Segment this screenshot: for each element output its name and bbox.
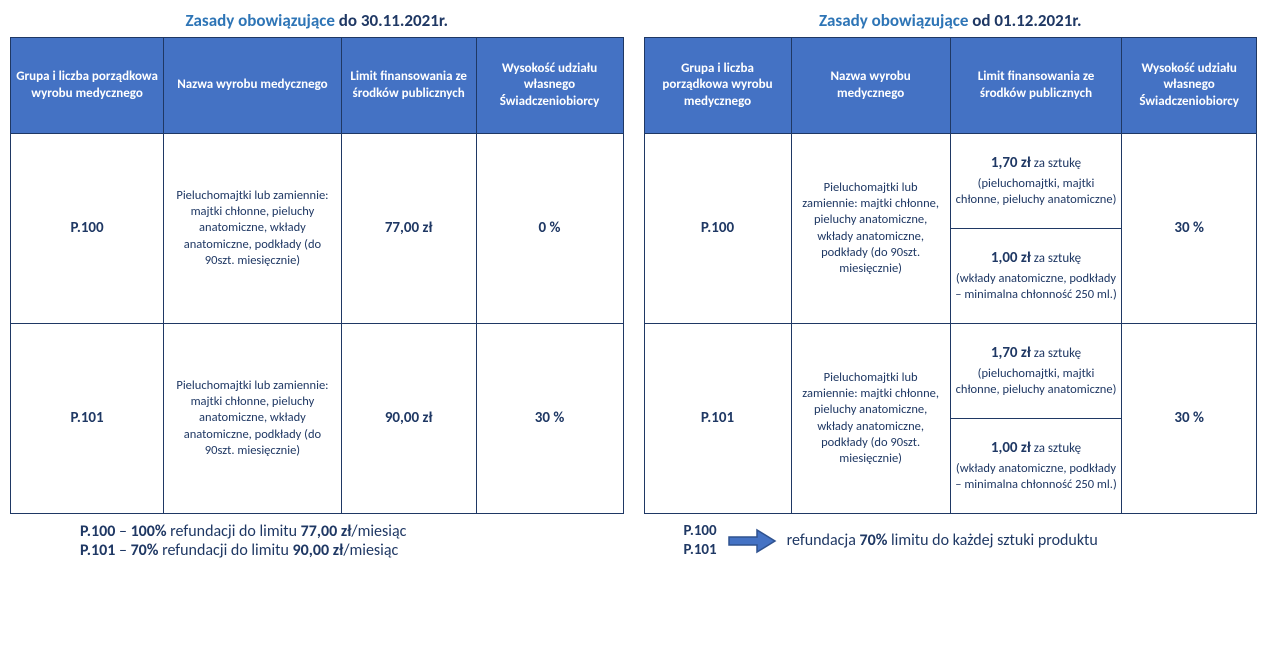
footer-left: P.100 – 100% refundacji do limitu 77,00 …	[80, 522, 624, 560]
col-header: Wysokość udziału własnego Świadczeniobio…	[476, 38, 623, 134]
cell-code: P.100	[11, 134, 164, 324]
panel-left: Zasady obowiązujące do 30.11.2021r. Grup…	[10, 10, 624, 560]
col-header: Grupa i liczba porządkowa wyrobu medyczn…	[11, 38, 164, 134]
footer-line: P.100 – 100% refundacji do limitu 77,00 …	[80, 522, 624, 541]
cell-limit-a: 1,70 zł za sztukę (pieluchomajtki, majtk…	[950, 134, 1122, 229]
cell-name: Pieluchomajtki lub zamiennie: majtki chł…	[164, 324, 342, 514]
cell-name: Pieluchomajtki lub zamiennie: majtki chł…	[791, 324, 950, 514]
cell-code: P.101	[644, 324, 791, 514]
table-row: P.100 Pieluchomajtki lub zamiennie: majt…	[644, 134, 1257, 229]
cell-code: P.101	[11, 324, 164, 514]
cell-limit: 90,00 zł	[341, 324, 476, 514]
footer-right: P.100 P.101 refundacja 70% limitu do każ…	[684, 522, 1258, 560]
title-right: Zasady obowiązujące od 01.12.2021r.	[644, 10, 1258, 31]
col-header: Nazwa wyrobu medycznego	[791, 38, 950, 134]
table-right: Grupa i liczba porządkowa wyrobu medyczn…	[644, 37, 1258, 514]
cell-share: 30 %	[476, 324, 623, 514]
cell-name: Pieluchomajtki lub zamiennie: majtki chł…	[791, 134, 950, 324]
footer-line: P.101 – 70% refundacji do limitu 90,00 z…	[80, 541, 624, 560]
title-left: Zasady obowiązujące do 30.11.2021r.	[10, 10, 624, 31]
col-header: Limit finansowania ze środków publicznyc…	[950, 38, 1122, 134]
title-prefix: Zasady obowiązujące	[819, 10, 972, 31]
cell-limit-b: 1,00 zł za sztukę (wkłady anatomiczne, p…	[950, 419, 1122, 514]
title-prefix: Zasady obowiązujące	[186, 10, 339, 31]
cell-share: 0 %	[476, 134, 623, 324]
table-row: P.100 Pieluchomajtki lub zamiennie: majt…	[11, 134, 624, 324]
cell-share: 30 %	[1122, 324, 1257, 514]
table-row: P.101 Pieluchomajtki lub zamiennie: majt…	[644, 324, 1257, 419]
cell-code: P.100	[644, 134, 791, 324]
col-header: Grupa i liczba porządkowa wyrobu medyczn…	[644, 38, 791, 134]
title-suffix: do 30.11.2021r.	[339, 10, 448, 31]
cell-limit: 77,00 zł	[341, 134, 476, 324]
arrow-right-icon	[727, 528, 777, 554]
table-left: Grupa i liczba porządkowa wyrobu medyczn…	[10, 37, 624, 514]
panel-right: Zasady obowiązujące od 01.12.2021r. Grup…	[644, 10, 1258, 560]
title-suffix: od 01.12.2021r.	[972, 10, 1081, 31]
cell-limit-a: 1,70 zł za sztukę (pieluchomajtki, majtk…	[950, 324, 1122, 419]
table-row: P.101 Pieluchomajtki lub zamiennie: majt…	[11, 324, 624, 514]
col-header: Wysokość udziału własnego Świadczeniobio…	[1122, 38, 1257, 134]
footer-codes: P.100 P.101	[684, 522, 717, 560]
col-header: Limit finansowania ze środków publicznyc…	[341, 38, 476, 134]
cell-share: 30 %	[1122, 134, 1257, 324]
cell-name: Pieluchomajtki lub zamiennie: majtki chł…	[164, 134, 342, 324]
cell-limit-b: 1,00 zł za sztukę (wkłady anatomiczne, p…	[950, 229, 1122, 324]
col-header: Nazwa wyrobu medycznego	[164, 38, 342, 134]
footer-text: refundacja 70% limitu do każdej sztuki p…	[787, 531, 1098, 550]
